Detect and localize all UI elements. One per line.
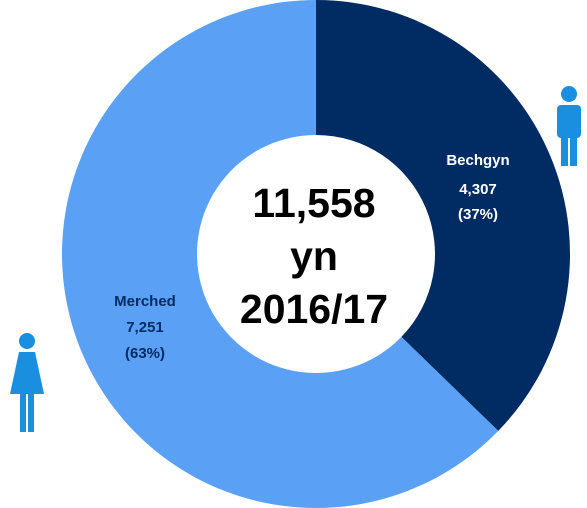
slice — [316, 0, 570, 431]
slice-percent: (37%) — [458, 206, 498, 223]
male-icon — [557, 86, 581, 166]
center-text: yn — [290, 233, 338, 279]
slice-label: Bechgyn — [446, 152, 509, 169]
slice-value: 4,307 — [459, 181, 497, 198]
slice-value: 7,251 — [126, 319, 164, 336]
slice-percent: (63%) — [125, 345, 165, 362]
slice-label: Merched — [114, 293, 176, 310]
slices — [62, 0, 570, 508]
female-icon — [10, 333, 44, 432]
center-text: 2016/17 — [240, 286, 388, 332]
slice — [62, 0, 499, 508]
center-text: 11,558 — [252, 180, 375, 226]
